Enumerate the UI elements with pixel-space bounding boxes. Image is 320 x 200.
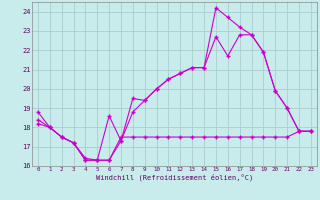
X-axis label: Windchill (Refroidissement éolien,°C): Windchill (Refroidissement éolien,°C) bbox=[96, 174, 253, 181]
